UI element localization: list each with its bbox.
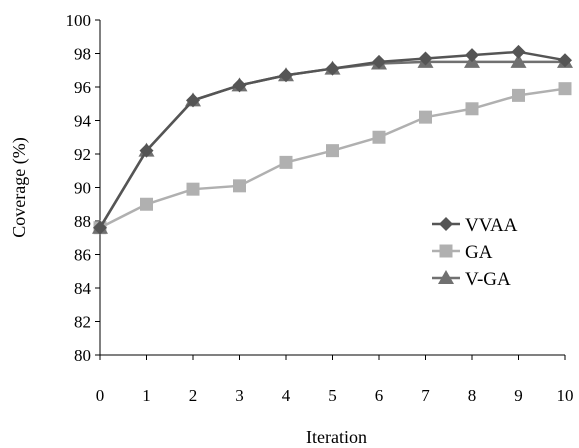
data-point-vvaa — [418, 51, 433, 66]
data-point-vvaa — [325, 61, 340, 76]
y-tick-label: 98 — [74, 45, 91, 64]
x-tick-label: 3 — [235, 386, 244, 405]
data-point-v-ga — [510, 53, 527, 68]
data-point-vvaa — [372, 54, 386, 69]
series-layer — [92, 44, 573, 235]
data-point-ga — [372, 130, 386, 144]
y-tick-label: 96 — [74, 78, 91, 97]
x-tick-label: 0 — [96, 386, 105, 405]
data-point-ga — [512, 88, 525, 102]
data-point-vvaa — [558, 53, 572, 68]
data-point-ga — [326, 144, 339, 158]
legend-item-ga: GA — [432, 242, 493, 263]
y-tick-label: 94 — [74, 112, 92, 131]
x-tick-label: 6 — [375, 386, 384, 405]
legend-swatch-marker — [439, 244, 453, 258]
data-point-ga — [465, 102, 479, 116]
data-point-ga — [233, 179, 246, 193]
x-axis-title: Iteration — [306, 427, 367, 447]
y-tick-label: 82 — [74, 313, 91, 332]
series-ga — [93, 82, 572, 235]
x-tick-label: 9 — [514, 386, 523, 405]
data-point-vvaa — [465, 48, 479, 63]
data-point-vvaa — [232, 78, 247, 93]
y-tick-label: 100 — [66, 11, 92, 30]
legend-swatch-marker — [438, 270, 454, 284]
x-tick-label: 10 — [557, 386, 574, 405]
data-point-ga — [186, 182, 200, 196]
x-tick-label: 8 — [468, 386, 477, 405]
series-line-vvaa — [98, 50, 566, 229]
data-point-vvaa — [93, 220, 107, 235]
y-tick-label: 84 — [74, 279, 92, 298]
y-axis-title: Coverage (%) — [9, 137, 30, 237]
data-point-vvaa — [511, 44, 526, 59]
y-tick-label: 80 — [74, 346, 91, 365]
data-point-ga — [419, 110, 432, 124]
axes — [95, 19, 566, 360]
data-point-vvaa — [139, 143, 154, 158]
y-tick-label: 92 — [74, 145, 91, 164]
series-v-ga — [92, 53, 573, 234]
data-point-vvaa — [186, 93, 200, 108]
data-point-vvaa — [279, 68, 293, 83]
series-line-ga — [99, 87, 566, 229]
x-tick-label: 1 — [142, 386, 151, 405]
y-tick-label: 88 — [74, 212, 91, 231]
x-tick-label: 4 — [282, 386, 291, 405]
legend-label: V-GA — [465, 269, 511, 290]
y-tick-label: 90 — [74, 179, 91, 198]
legend-label: VVAA — [465, 215, 518, 236]
y-tick-label: 86 — [74, 246, 91, 265]
y-tick-labels: 80 82 84 86 88 90 92 94 96 98 100 — [66, 11, 92, 365]
series-vvaa — [93, 44, 572, 235]
data-point-ga — [140, 197, 153, 211]
data-point-ga — [279, 155, 293, 169]
x-tick-label: 7 — [421, 386, 430, 405]
legend-swatch-marker — [439, 217, 453, 231]
legend-label: GA — [465, 242, 493, 263]
legend-item-v-ga: V-GA — [432, 269, 511, 290]
x-tick-labels: 0 1 2 3 4 5 6 7 8 9 10 — [96, 386, 574, 405]
legend-item-vvaa: VVAA — [432, 215, 518, 236]
legend: VVAA GA V-GA — [432, 215, 518, 290]
x-tick-label: 5 — [328, 386, 337, 405]
data-point-ga — [558, 82, 572, 96]
x-tick-label: 2 — [189, 386, 198, 405]
